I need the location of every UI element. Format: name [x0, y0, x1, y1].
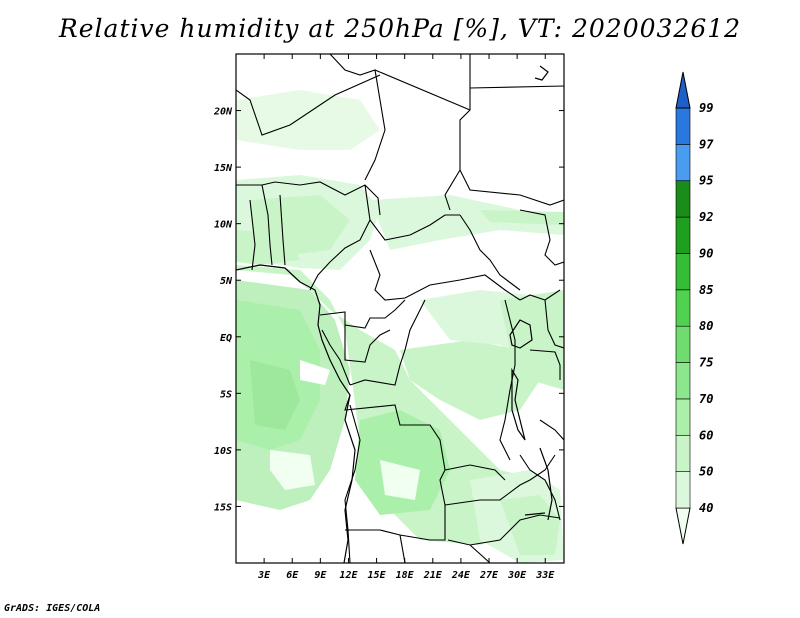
colorbar-label: 90 — [699, 246, 713, 260]
colorbar-bin — [675, 144, 691, 182]
colorbar-bin — [675, 216, 691, 254]
colorbar-label: 60 — [699, 428, 713, 442]
lat-tick-label: EQ — [220, 333, 232, 344]
colorbar-label: 70 — [699, 392, 713, 406]
colorbar-bin — [675, 325, 691, 363]
colorbar-extend-high — [675, 71, 691, 109]
colorbar-label: 85 — [699, 283, 713, 297]
lon-tick-label: 30E — [507, 570, 527, 581]
lat-tick-label: 15S — [214, 502, 232, 513]
colorbar-label: 97 — [699, 137, 714, 151]
colorbar-bin — [675, 107, 691, 145]
lon-tick-label: 3E — [257, 570, 271, 581]
lon-tick-label: 21E — [423, 570, 443, 581]
colorbar-label: 92 — [699, 210, 713, 224]
lon-tick-label: 33E — [535, 570, 555, 581]
lat-tick-label: 20N — [213, 107, 233, 118]
map-frame — [235, 53, 565, 564]
lon-tick-label: 15E — [368, 570, 387, 581]
colorbar-extend-low — [675, 507, 691, 545]
lon-tick-label: 6E — [286, 570, 299, 581]
lon-tick-label: 18E — [396, 570, 415, 581]
lat-tick-label: 5S — [220, 389, 232, 400]
lat-tick-label: 5N — [220, 276, 233, 287]
lat-tick-label: 10S — [214, 446, 232, 457]
lat-tick-label: 15N — [214, 163, 233, 174]
lon-tick-label: 24E — [451, 570, 471, 581]
colorbar-label: 50 — [699, 465, 713, 479]
lat-tick-label: 10N — [214, 220, 233, 231]
map-title: Relative humidity at 250hPa [%], VT: 202… — [58, 14, 742, 43]
lon-tick-label: 12E — [339, 570, 358, 581]
humidity-fill — [236, 90, 564, 563]
colorbar-bin — [675, 362, 691, 400]
colorbar-bin — [675, 253, 691, 291]
grads-credit: GrADS: IGES/COLA — [4, 603, 101, 614]
lon-tick-label: 9E — [314, 570, 327, 581]
lon-tick-label: 27E — [479, 570, 499, 581]
colorbar-label: 80 — [699, 319, 713, 333]
colorbar-label: 75 — [699, 356, 713, 370]
map-panel — [235, 53, 565, 564]
colorbar-bin — [675, 434, 691, 472]
colorbar-label: 40 — [699, 501, 713, 515]
colorbar: 40 50 60 70 75 80 85 90 92 95 97 99 — [675, 71, 714, 545]
coastline — [236, 65, 553, 563]
colorbar-bin — [675, 398, 691, 436]
lon-axis: 3E 6E 9E 12E 15E 18E 21E 24E 27E 30E 33E — [257, 54, 555, 581]
lat-axis: 20N 15N 10N 5N EQ 5S 10S 15S — [213, 107, 564, 513]
colorbar-bin — [675, 289, 691, 327]
country-borders — [236, 54, 564, 563]
colorbar-bin — [675, 180, 691, 218]
colorbar-label: 95 — [699, 174, 713, 188]
colorbar-label: 99 — [699, 101, 713, 115]
colorbar-bin — [675, 471, 691, 509]
